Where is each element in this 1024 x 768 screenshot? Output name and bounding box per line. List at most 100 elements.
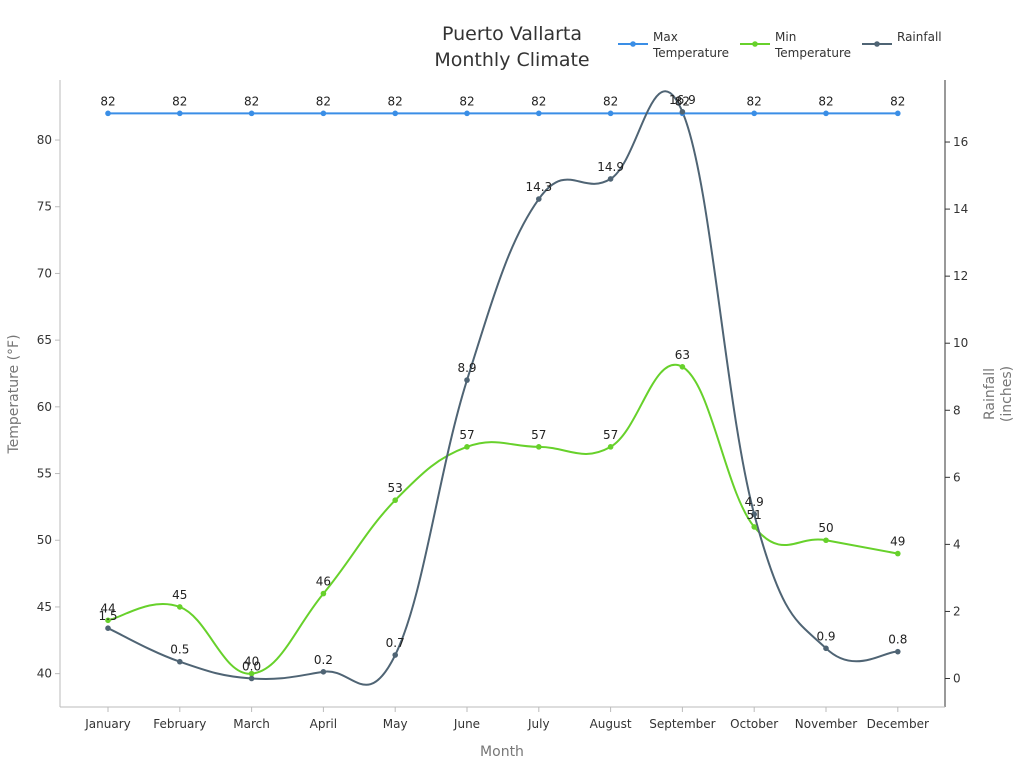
max-temperature-point	[536, 110, 542, 117]
rainfall-data-label: 0.2	[314, 653, 333, 667]
rainfall-data-label: 0.7	[386, 636, 405, 650]
left-tick-label: 75	[37, 200, 52, 214]
left-tick-label: 65	[37, 333, 52, 347]
rainfall-point	[679, 109, 686, 115]
x-tick-label: September	[649, 717, 715, 731]
x-tick-label: August	[590, 717, 632, 731]
min-temperature-point	[679, 364, 686, 370]
max-temperature-point	[895, 110, 901, 117]
max-temperature-data-label: 82	[747, 94, 762, 108]
rainfall-point	[320, 668, 327, 675]
max-temperature-data-label: 82	[100, 94, 115, 108]
rainfall-data-label: 0.5	[170, 643, 189, 657]
min-temperature-line	[107, 363, 898, 675]
max-temperature-data-label: 82	[244, 94, 259, 108]
min-temperature-data-label: 40	[244, 655, 259, 669]
rainfall-point	[895, 648, 901, 655]
min-temperature-point	[177, 604, 183, 610]
min-temperature-data-label: 57	[531, 428, 546, 442]
left-tick-label: 45	[37, 600, 52, 614]
chart-title: Monthly Climate	[434, 49, 589, 71]
rainfall-line	[107, 90, 898, 686]
max-temperature-data-label: 82	[388, 94, 403, 108]
left-tick-label: 80	[37, 133, 52, 147]
min-temperature-point	[464, 444, 470, 450]
right-tick-label: 14	[953, 202, 968, 216]
x-tick-label: April	[310, 717, 337, 731]
x-tick-label: March	[233, 717, 270, 731]
rainfall-point	[177, 658, 183, 665]
left-tick-label: 70	[37, 266, 52, 280]
min-temperature-data-label: 46	[316, 575, 331, 589]
max-temperature-data-label: 82	[531, 94, 546, 108]
rainfall-point	[536, 196, 542, 202]
max-temperature-point	[607, 110, 614, 117]
min-temperature-data-label: 44	[100, 601, 115, 615]
rainfall-point	[392, 652, 399, 658]
max-temperature-data-label: 82	[890, 94, 905, 108]
right-tick-label: 10	[953, 336, 968, 350]
left-tick-label: 60	[37, 400, 52, 414]
max-temperature-point	[105, 110, 111, 117]
max-temperature-data-label: 82	[818, 94, 833, 108]
right-tick-label: 0	[953, 672, 961, 686]
max-temperature-data-label: 82	[675, 94, 690, 108]
min-temperature-point	[607, 444, 614, 450]
max-temperature-data-label: 82	[316, 94, 331, 108]
right-axis-title: (inches)	[999, 366, 1015, 422]
min-temperature-data-label: 63	[675, 348, 690, 362]
x-tick-label: December	[867, 717, 929, 731]
min-temperature-data-label: 57	[459, 428, 474, 442]
rainfall-data-label: 16.9	[669, 93, 696, 107]
rainfall-data-label: 0.0	[242, 660, 261, 674]
rainfall-data-label: 14.3	[525, 180, 552, 194]
rainfall-legend-label: Rainfall	[897, 30, 942, 44]
x-tick-label: June	[453, 717, 480, 731]
rainfall-data-label: 8.9	[457, 361, 476, 375]
min-temperature-data-label: 51	[747, 508, 762, 522]
rainfall-data-label: 0.9	[816, 629, 835, 643]
max-temperature-point	[392, 110, 399, 117]
max-temperature-data-label: 82	[603, 94, 618, 108]
min-temperature-point	[248, 670, 255, 677]
min-temperature-point	[392, 497, 399, 504]
max-temperature-point	[177, 110, 183, 117]
rainfall-data-label: 14.9	[597, 160, 624, 174]
min-temperature-point	[823, 537, 829, 544]
left-tick-label: 50	[37, 533, 52, 547]
min-temperature-data-label: 49	[890, 535, 905, 549]
min-temperature-point	[895, 550, 901, 557]
rainfall-point	[823, 645, 829, 652]
rainfall-point	[248, 675, 255, 682]
rainfall-data-label: 1.5	[98, 609, 117, 623]
min-temperature-legend-label: Min	[775, 30, 796, 44]
min-temperature-point	[751, 524, 757, 530]
min-temperature-data-label: 53	[388, 481, 403, 495]
max-temperature-point	[751, 110, 757, 117]
max-temperature-point	[823, 110, 829, 117]
right-tick-label: 2	[953, 604, 961, 618]
right-tick-label: 6	[953, 470, 961, 484]
min-temperature-data-label: 45	[172, 588, 187, 602]
max-temperature-point	[248, 110, 255, 117]
right-tick-label: 8	[953, 403, 961, 417]
rainfall-point	[464, 377, 470, 383]
max-temperature-point	[320, 110, 327, 117]
min-temperature-point	[105, 617, 111, 624]
max-temperature-point	[464, 110, 470, 117]
rainfall-data-label: 4.9	[745, 495, 764, 509]
max-temperature-legend-marker	[630, 41, 636, 47]
x-tick-label: January	[84, 717, 131, 731]
right-tick-label: 4	[953, 537, 961, 551]
max-temperature-legend-label: Temperature	[652, 46, 729, 60]
right-tick-label: 12	[953, 269, 968, 283]
min-temperature-point	[320, 590, 327, 597]
x-axis-title: Month	[480, 744, 524, 760]
rainfall-point	[751, 511, 757, 518]
min-temperature-data-label: 50	[818, 521, 833, 535]
rainfall-data-label: 0.8	[888, 633, 907, 647]
min-temperature-point	[536, 444, 542, 450]
rainfall-legend-marker	[874, 41, 880, 47]
